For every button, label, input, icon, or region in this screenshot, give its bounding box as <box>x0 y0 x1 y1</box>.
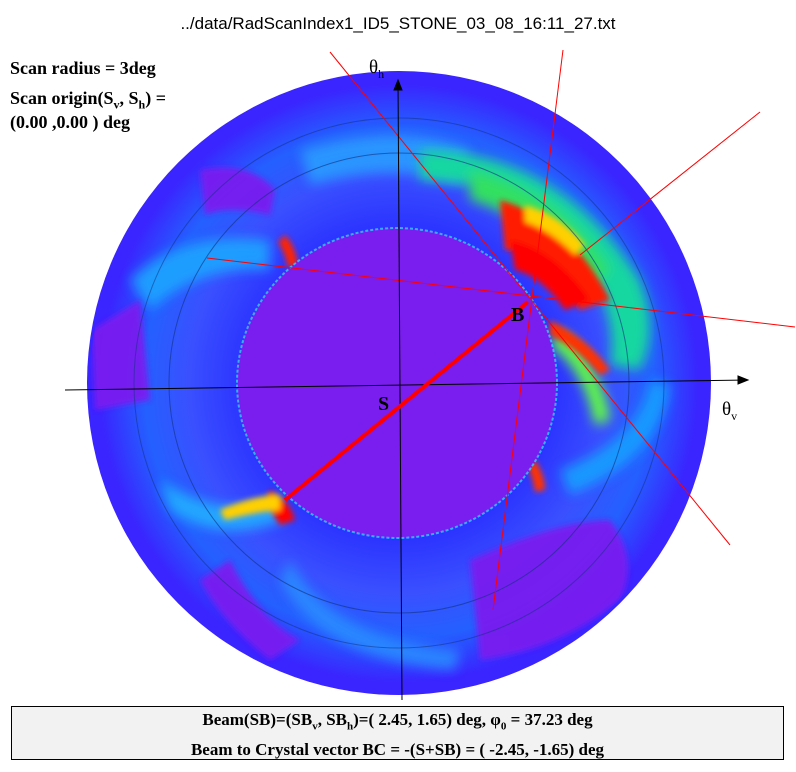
origin-point-label: S <box>378 393 389 415</box>
scan-origin-value: (0.00 ,0.00 ) deg <box>10 112 130 132</box>
reference-lines <box>206 49 796 611</box>
footer-line-1: Beam(SB)=(SBv, SBh)=( 2.45, 1.65) deg, φ… <box>202 710 593 733</box>
axes <box>64 78 750 700</box>
footer-line-2: Beam to Crystal vector BC = -(S+SB) = ( … <box>190 740 605 760</box>
radial-scan-plot: S B θv θh <box>64 49 796 700</box>
beam-point-label: B <box>511 304 524 326</box>
beam-vector-line <box>283 300 530 502</box>
scan-radius-label: Scan radius = 3deg <box>10 58 156 78</box>
y-axis-label: θh <box>369 57 384 81</box>
chart-title: ../data/RadScanIndex1_ID5_STONE_03_08_16… <box>180 14 616 33</box>
x-axis-label: θv <box>722 399 737 423</box>
inner-disk <box>237 228 557 538</box>
intensity-bands <box>92 117 670 670</box>
footer-info-box: Beam(SB)=(SBv, SBh)=( 2.45, 1.65) deg, φ… <box>11 706 784 760</box>
scan-origin-label: Scan origin(Sv, Sh) = <box>10 88 166 112</box>
